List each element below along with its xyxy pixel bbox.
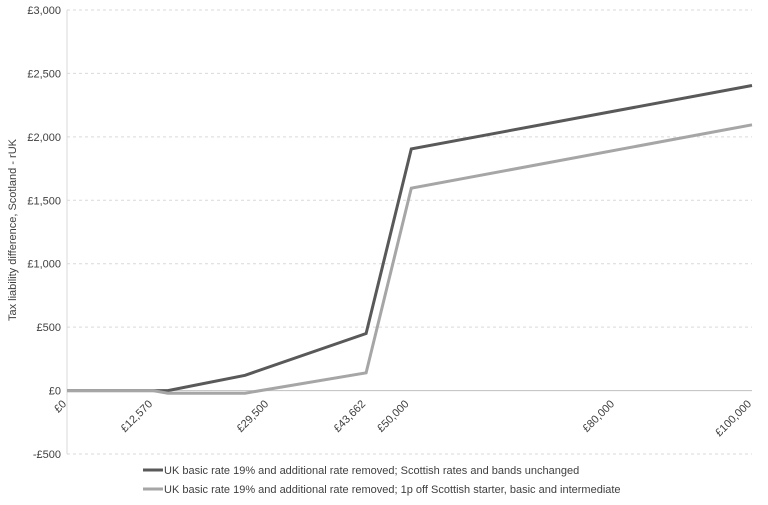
y-tick-label: £1,500 <box>27 195 61 207</box>
x-tick-label: £80,000 <box>581 398 618 435</box>
series-line-1 <box>67 84 753 393</box>
y-tick-label: -£500 <box>33 449 61 461</box>
x-tick-label: £12,570 <box>119 398 156 435</box>
y-axis-label: Tax liability difference, Scotland - rUK <box>7 138 19 321</box>
gridlines <box>67 9 752 455</box>
x-tick-label: £29,500 <box>235 398 272 435</box>
y-tick-labels: -£500 £0 £500 £1,000 £1,500 £2,000 £2,500 £3,00… <box>27 5 61 461</box>
legend-label-1: UK basic rate 19% and additional rate re… <box>164 465 579 477</box>
legend: UK basic rate 19% and additional rate re… <box>143 465 621 496</box>
x-tick-label: £43,662 <box>332 398 369 435</box>
y-tick-label: £500 <box>37 322 61 334</box>
legend-label-2: UK basic rate 19% and additional rate re… <box>164 484 621 496</box>
series-line-2 <box>67 123 753 395</box>
x-tick-labels: £0 £12,570 £29,500 £43,662 £50,000 £80,000 £10… <box>52 398 754 439</box>
y-tick-label: £3,000 <box>27 5 61 17</box>
y-tick-label: £2,000 <box>27 132 61 144</box>
y-tick-label: £1,000 <box>27 259 61 271</box>
y-tick-label: £2,500 <box>27 68 61 80</box>
x-tick-label: £100,000 <box>713 398 754 439</box>
x-tick-label: £50,000 <box>375 398 412 435</box>
series-lines <box>67 84 753 395</box>
y-tick-label: £0 <box>49 386 61 398</box>
axes <box>66 10 752 454</box>
